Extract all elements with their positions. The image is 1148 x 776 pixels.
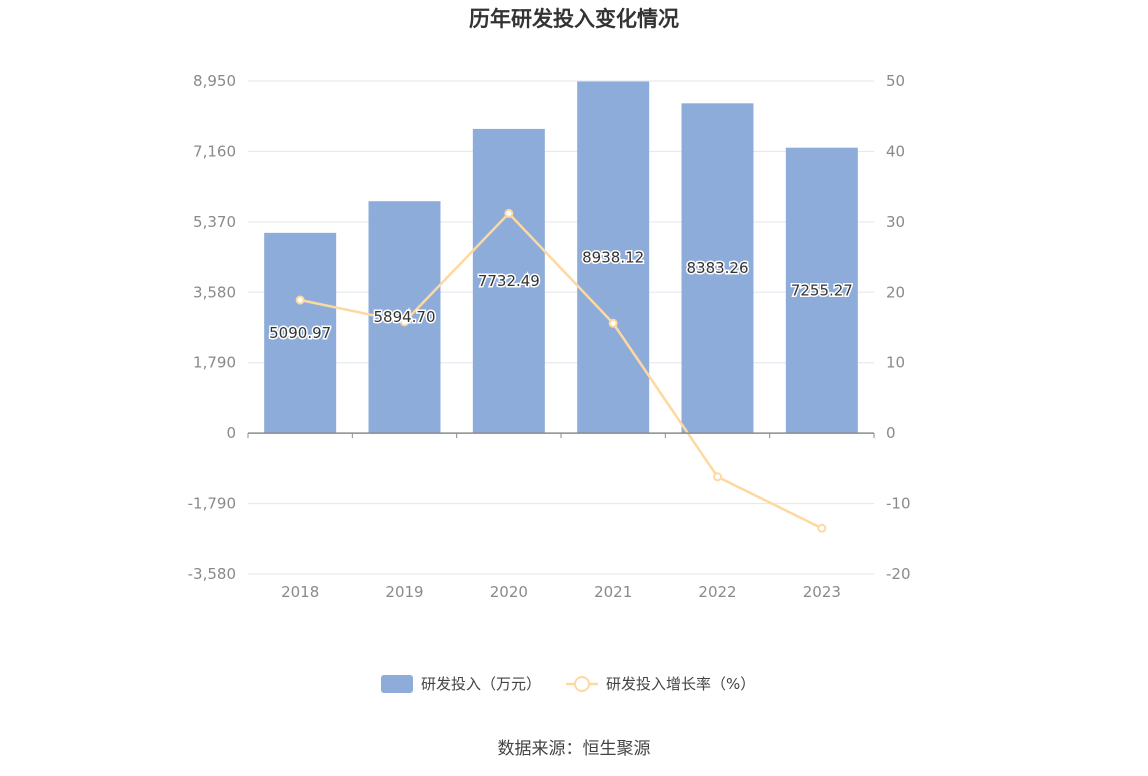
x-tick-label: 2023 [803,583,841,601]
x-tick-label: 2021 [594,583,632,601]
y-left-tick-label: -1,790 [188,495,236,513]
bar-value-label: 7732.49 [478,272,540,290]
legend-label-line: 研发投入增长率（%） [606,675,755,693]
x-tick-label: 2019 [385,583,423,601]
line-point [295,295,305,305]
chart-title: 历年研发投入变化情况 [469,7,679,31]
grid-lines [248,80,874,575]
y-right-tick-label: -20 [886,565,911,583]
bar-value-label: 5894.70 [373,308,435,326]
line-point [817,523,827,533]
y-left-tick-label: 5,370 [193,213,236,231]
line-point [713,472,722,482]
legend-swatch-bar [381,675,413,693]
y-left-tick-label: 8,950 [193,72,236,90]
legend[interactable]: 研发投入（万元） 研发投入增长率（%） [381,675,755,693]
bar [577,81,650,434]
bar-value-label: 5090.97 [269,324,331,342]
y-left-tick-label: 3,580 [193,283,236,301]
y-left-tick-label: 1,790 [193,354,236,372]
legend-swatch-marker [574,676,590,692]
bar-series [264,81,858,434]
growth-line [299,211,823,530]
y-right-tick-label: 50 [886,72,905,90]
bar-value-label: 8938.12 [582,248,644,266]
y-left-tick-label: -3,580 [188,565,236,583]
line-point [608,318,618,328]
x-tick-label: 2020 [490,583,528,601]
legend-label-bar: 研发投入（万元） [421,675,541,693]
y-left-tick-label: 7,160 [193,142,236,160]
axes: 8,950 50 7,160 40 5,370 30 3,580 20 1,790 10 0 0 -1,… [188,72,911,601]
bar [785,147,858,434]
y-right-tick-label: 10 [886,354,905,372]
line-point [504,208,514,218]
y-right-tick-label: -10 [886,495,911,513]
bar [472,128,545,434]
line-series [295,208,827,533]
x-tick-label: 2022 [698,583,736,601]
bar-value-label: 8383.26 [686,259,748,277]
y-right-tick-label: 20 [886,283,905,301]
bar [681,103,754,434]
line-point [400,317,409,327]
y-right-tick-label: 0 [886,424,896,442]
bar [264,232,337,434]
y-right-tick-label: 40 [886,142,905,160]
x-tick-label: 2018 [281,583,319,601]
data-labels: 5090.97 5894.70 7732.49 8938.12 8383.26 7255.… [268,247,855,344]
y-left-tick-label: 0 [226,424,236,442]
y-right-tick-label: 30 [886,213,905,231]
bar-value-label: 7255.27 [791,281,853,299]
data-source: 数据来源：恒生聚源 [498,739,651,759]
